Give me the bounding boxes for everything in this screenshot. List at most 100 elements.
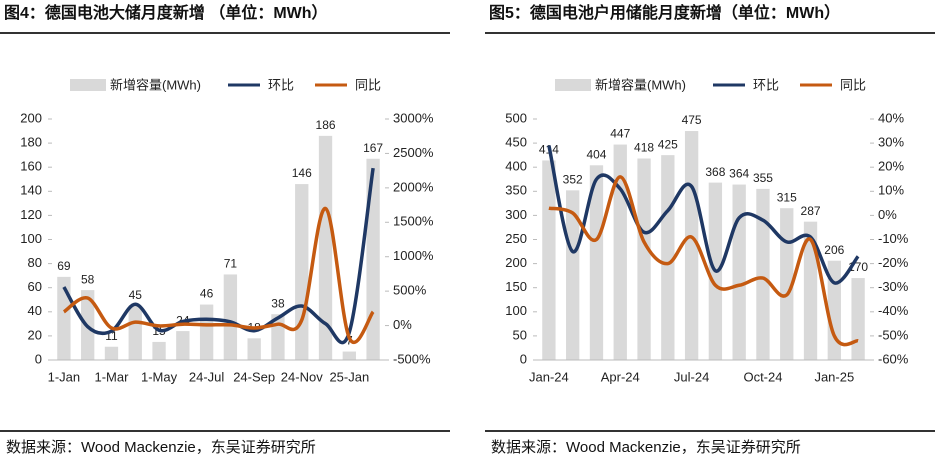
y2-tick-label: -500%: [393, 351, 431, 366]
legend-swatch: [555, 79, 591, 91]
y2-tick-label: 0%: [878, 207, 897, 222]
data-label: 447: [610, 127, 630, 141]
data-label: 364: [729, 167, 749, 181]
bar: [589, 165, 604, 360]
x-tick-label: Jan-25: [814, 369, 854, 384]
y-tick-label: 100: [505, 303, 527, 318]
x-tick-label: 24-Nov: [281, 369, 323, 384]
y2-tick-label: 40%: [878, 110, 904, 125]
x-tick-label: Oct-24: [743, 369, 782, 384]
x-tick-label: 1-Mar: [94, 369, 129, 384]
bar: [851, 278, 865, 360]
y2-tick-label: 10%: [878, 183, 904, 198]
data-label: 368: [705, 165, 725, 179]
legend-label: 同比: [840, 77, 866, 92]
y2-tick-label: -50%: [878, 327, 909, 342]
y-tick-label: 140: [20, 183, 42, 198]
data-label: 69: [57, 259, 71, 273]
x-tick-label: 25-Jan: [329, 369, 369, 384]
data-label: 146: [292, 166, 312, 180]
series-line: [547, 145, 860, 285]
y-tick-label: 40: [28, 303, 42, 318]
data-label: 404: [586, 147, 606, 161]
data-label: 287: [801, 204, 821, 218]
y-tick-label: 60: [28, 279, 42, 294]
y-tick-label: 0: [35, 351, 42, 366]
legend-label: 新增容量(MWh): [595, 77, 686, 92]
legend-swatch: [70, 79, 106, 91]
bar: [613, 144, 627, 360]
bar: [128, 305, 142, 360]
y-tick-label: 300: [505, 207, 527, 222]
legend-label: 环比: [268, 77, 294, 92]
y2-tick-label: -10%: [878, 231, 909, 246]
y2-tick-label: 1500%: [393, 214, 434, 229]
legend-label: 同比: [355, 77, 381, 92]
bar: [566, 190, 580, 360]
data-label: 167: [363, 141, 383, 155]
bar: [366, 158, 380, 360]
data-label: 186: [316, 118, 336, 132]
y-tick-label: 400: [505, 159, 527, 174]
data-label: 38: [271, 296, 285, 310]
data-label: 58: [81, 272, 95, 286]
series-line: [62, 167, 375, 345]
x-tick-label: Jul-24: [674, 369, 709, 384]
x-tick-label: Apr-24: [601, 369, 640, 384]
bar: [176, 331, 190, 360]
bar: [756, 188, 770, 360]
y2-tick-label: 2000%: [393, 179, 434, 194]
bar: [104, 346, 119, 360]
legend-label: 新增容量(MWh): [110, 77, 201, 92]
y2-tick-label: -60%: [878, 351, 909, 366]
y2-tick-label: 500%: [393, 283, 427, 298]
data-label: 425: [658, 137, 678, 151]
x-tick-label: 24-Jul: [189, 369, 225, 384]
y-tick-label: 100: [20, 231, 42, 246]
bar: [780, 208, 794, 360]
data-label: 418: [634, 141, 654, 155]
y-tick-label: 500: [505, 110, 527, 125]
data-label: 355: [753, 171, 773, 185]
bar: [684, 131, 699, 360]
y-tick-label: 80: [28, 255, 42, 270]
y-tick-label: 150: [505, 279, 527, 294]
y2-tick-label: 2500%: [393, 145, 434, 160]
bar: [732, 184, 746, 360]
y2-tick-label: 1000%: [393, 248, 434, 263]
source-note: 数据来源：Wood Mackenzie，东吴证券研究所: [491, 439, 801, 456]
bar: [199, 304, 214, 360]
data-label: 206: [824, 243, 844, 257]
y2-tick-label: 0%: [393, 317, 412, 332]
bar: [152, 341, 166, 360]
x-tick-label: Jan-24: [529, 369, 569, 384]
bar: [342, 351, 356, 360]
chart-title: 图4：德国电池大储月度新增 （单位：MWh）: [4, 3, 328, 22]
data-label: 71: [224, 257, 238, 271]
x-tick-label: 1-May: [141, 369, 178, 384]
y2-tick-label: -30%: [878, 279, 909, 294]
y-tick-label: 200: [505, 255, 527, 270]
bar: [247, 338, 261, 360]
data-label: 46: [200, 287, 214, 301]
y-tick-label: 160: [20, 159, 42, 174]
bar: [223, 274, 238, 360]
x-tick-label: 1-Jan: [48, 369, 81, 384]
chart-title: 图5：德国电池户用储能月度新增（单位：MWh）: [489, 3, 840, 22]
y-tick-label: 180: [20, 135, 42, 150]
y2-tick-label: -40%: [878, 303, 909, 318]
bar: [637, 158, 651, 360]
data-label: 45: [129, 288, 143, 302]
legend-label: 环比: [753, 77, 779, 92]
y-tick-label: 20: [28, 327, 42, 342]
y-tick-label: 200: [20, 110, 42, 125]
series-line: [548, 175, 859, 347]
y2-tick-label: -20%: [878, 255, 909, 270]
y-tick-label: 120: [20, 207, 42, 222]
data-label: 475: [682, 113, 702, 127]
data-label: 352: [563, 173, 583, 187]
y-tick-label: 50: [513, 327, 527, 342]
bar: [827, 260, 841, 360]
source-note: 数据来源：Wood Mackenzie，东吴证券研究所: [6, 439, 316, 456]
